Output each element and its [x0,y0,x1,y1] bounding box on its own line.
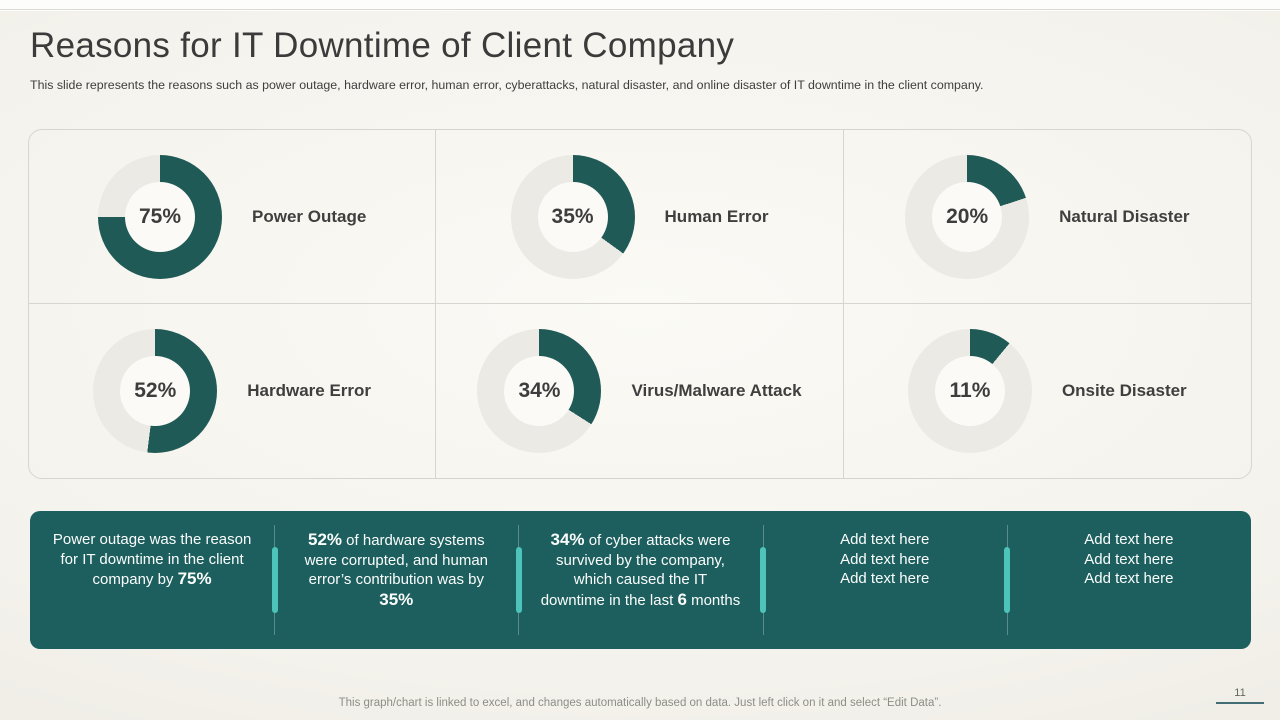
donut-cell-natural-disaster: 20% Natural Disaster [843,130,1251,304]
donut-chart-onsite-disaster[interactable]: 11% [907,329,1032,453]
donut-chart-power-outage[interactable]: 75% [98,154,222,279]
donut-cell-onsite-disaster: 11% Onsite Disaster [844,304,1251,478]
reason-label-power-outage: Power Outage [252,206,367,226]
donut-hole [120,356,191,426]
divider-accent-bar [271,547,278,613]
donut-cell-virus-malware: 34% Virus/Malware Attack [436,304,844,478]
banner-note-hardware: 52% of hardware systems were corrupted, … [304,530,489,609]
page-title: Reasons for IT Downtime of Client Compan… [30,26,735,65]
banner-divider [271,525,278,635]
summary-banner: Power outage was the reason for IT downt… [30,511,1251,649]
donut-cell-hardware-error: 52% Hardware Error [29,304,437,478]
donut-chart-grid: 75% Power Outage 35% Human Error 20% Nat… [28,129,1252,479]
donut-chart-human-error[interactable]: 35% [510,154,635,279]
donut-hole [537,181,608,252]
donut-hole [932,181,1003,252]
reason-label-human-error: Human Error [664,206,769,226]
banner-divider [760,525,767,635]
banner-divider [1004,525,1011,635]
reason-label-virus-malware: Virus/Malware Attack [631,381,802,400]
banner-note-cyber-attacks: 34% of cyber attacks were survived by th… [540,530,741,609]
donut-chart-virus-malware[interactable]: 34% [477,329,602,453]
donut-cell-power-outage: 75% Power Outage [29,130,437,304]
reason-label-hardware-error: Hardware Error [247,381,372,400]
donut-percent-label: 75% [138,204,182,228]
divider-accent-bar [760,547,767,613]
donut-cell-human-error: 35% Human Error [436,130,844,304]
donut-hole [504,356,575,426]
donut-percent-label: 52% [134,379,177,402]
footer-note: This graph/chart is linked to excel, and… [338,697,942,709]
divider-accent-bar [515,547,522,613]
donut-percent-label: 35% [551,204,594,228]
divider-accent-bar [1004,547,1011,613]
donut-hole [125,181,195,252]
page-number: 11 [1216,687,1264,704]
banner-note-power-outage: Power outage was the reason for IT downt… [52,531,252,588]
top-border-strip [0,0,1280,10]
donut-chart-natural-disaster[interactable]: 20% [905,154,1030,279]
banner-divider [515,525,522,635]
reason-label-natural-disaster: Natural Disaster [1059,206,1190,226]
donut-chart-hardware-error[interactable]: 52% [93,329,218,453]
donut-percent-label: 20% [946,204,989,228]
banner-text-placeholder-1[interactable]: Add text here Add text here Add text here [840,531,930,587]
donut-percent-label: 34% [518,379,561,402]
banner-text-placeholder-2[interactable]: Add text here Add text here Add text here [1084,531,1174,587]
reason-label-onsite-disaster: Onsite Disaster [1061,381,1187,400]
donut-hole [934,356,1005,426]
page-subtitle: This slide represents the reasons such a… [30,78,984,92]
donut-percent-label: 11% [949,379,991,402]
